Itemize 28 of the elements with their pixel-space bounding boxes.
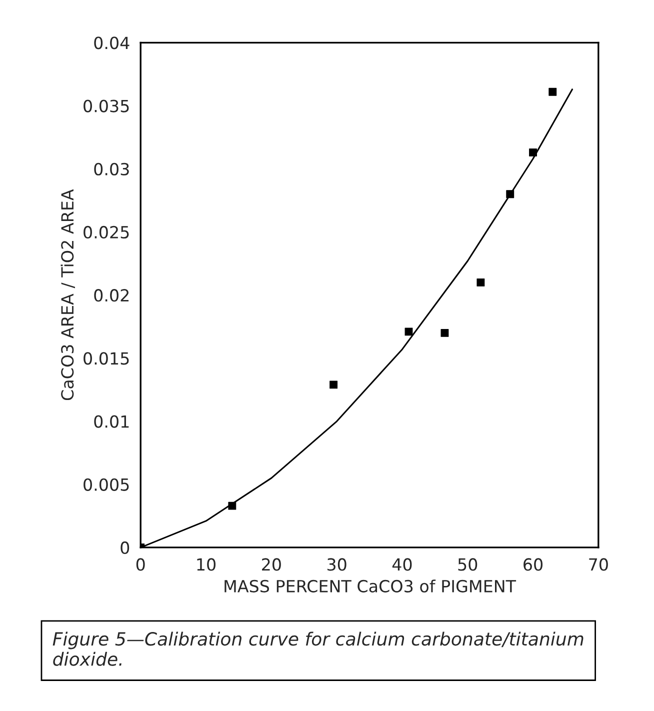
point (506, 190, 514, 198)
y-tick-label: 0.01 (94, 415, 129, 428)
caption: Figure 5—Calibration curve for calcium carbonate/titanium dioxide. (52, 632, 584, 666)
point (404, 328, 413, 336)
point (330, 380, 338, 389)
y-tick-label: 0.015 (84, 352, 129, 365)
point (529, 148, 537, 156)
y-tick-label: 0.005 (84, 478, 129, 491)
point (228, 502, 236, 510)
x-axis-title: MASS PERCENT CaCO3 of PIGMENT (224, 580, 516, 592)
x-tick-label: 70 (589, 558, 608, 571)
x-tick-label: 40 (392, 558, 412, 571)
point (476, 278, 485, 286)
x-tick-label: 0 (136, 558, 145, 571)
y-tick-label: 0 (120, 541, 130, 554)
y-tick-label: 0.03 (94, 162, 129, 176)
y-tick-label: 0.02 (94, 289, 129, 302)
x-tick-label: 20 (262, 558, 281, 571)
y-tick-label: 0.035 (84, 100, 129, 112)
y-tick-label: 0.025 (84, 226, 129, 239)
point (548, 88, 557, 96)
x-tick-label: 30 (327, 558, 346, 571)
y-tick-label: 0.04 (94, 36, 130, 50)
x-tick-label: 60 (524, 558, 543, 571)
y-axis-title: CaCO3 AREA / TiO2 AREA (60, 189, 76, 400)
x-tick-label: 50 (458, 558, 478, 571)
point (440, 328, 449, 337)
x-tick-label: 10 (197, 558, 216, 571)
